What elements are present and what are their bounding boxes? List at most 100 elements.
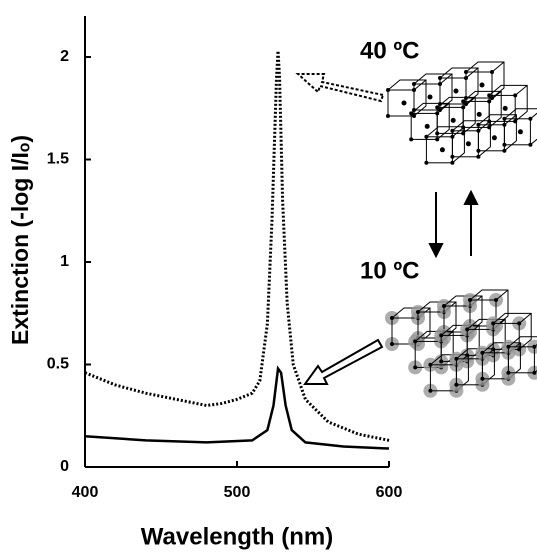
cell-depth xyxy=(478,114,517,152)
x-axis-title: Wavelength (nm) xyxy=(141,523,333,550)
x-tick-label: 600 xyxy=(376,484,403,501)
node xyxy=(465,327,470,332)
node xyxy=(532,344,537,349)
node xyxy=(461,99,466,104)
node xyxy=(502,116,507,121)
node xyxy=(386,114,390,118)
cell xyxy=(488,94,516,122)
node xyxy=(409,137,414,142)
node xyxy=(442,304,446,308)
cell-depth xyxy=(436,96,476,134)
node xyxy=(435,131,440,136)
lattice-40c xyxy=(386,61,537,165)
node xyxy=(502,148,507,153)
node xyxy=(490,70,494,74)
node xyxy=(532,370,537,375)
node xyxy=(450,128,455,133)
atom xyxy=(502,105,508,111)
cell-depth xyxy=(426,126,465,164)
atom xyxy=(479,82,485,88)
node xyxy=(424,160,429,165)
cell xyxy=(425,136,453,164)
node xyxy=(513,93,518,98)
node xyxy=(424,134,429,139)
cell xyxy=(477,124,505,152)
atom xyxy=(453,88,459,94)
cell-depth xyxy=(504,108,537,146)
node xyxy=(390,316,394,320)
cell-depth xyxy=(465,61,505,99)
node xyxy=(413,365,418,370)
node xyxy=(491,321,496,326)
y-tick-label: 1.5 xyxy=(47,151,69,168)
cell-depth xyxy=(387,79,427,117)
cell-depth xyxy=(492,312,532,350)
node xyxy=(413,339,418,344)
node xyxy=(409,111,414,116)
cell-depth xyxy=(439,67,479,105)
atom xyxy=(401,100,407,106)
cell-depth xyxy=(413,73,453,111)
node xyxy=(528,142,533,147)
node xyxy=(476,148,481,153)
node xyxy=(528,116,533,121)
series-line xyxy=(84,50,390,442)
cell-depth xyxy=(462,90,502,128)
atom xyxy=(491,135,497,141)
arrows xyxy=(295,73,479,385)
cell xyxy=(469,299,497,327)
node xyxy=(428,362,433,367)
y-tick-label: 0 xyxy=(60,458,69,475)
y-tick-label: 1 xyxy=(60,253,69,270)
x-tick-label: 400 xyxy=(72,484,99,501)
cell xyxy=(503,118,531,146)
node xyxy=(476,154,481,159)
atom xyxy=(439,147,445,153)
atom xyxy=(424,123,430,129)
atom xyxy=(427,94,433,100)
node xyxy=(506,344,511,349)
atom xyxy=(517,129,523,135)
cell-depth xyxy=(452,120,491,158)
node xyxy=(412,82,416,86)
node xyxy=(464,70,468,74)
node xyxy=(439,359,444,364)
node xyxy=(450,154,455,159)
node xyxy=(468,298,472,302)
cell-depth xyxy=(488,84,528,122)
node xyxy=(454,356,459,361)
node xyxy=(416,310,420,314)
node xyxy=(480,350,485,355)
annotation: 10 ºC xyxy=(360,257,419,284)
node xyxy=(502,142,507,147)
node xyxy=(490,96,494,100)
node xyxy=(464,102,468,106)
node xyxy=(517,321,522,326)
x-tick-label: 500 xyxy=(224,484,251,501)
node xyxy=(435,105,440,110)
node xyxy=(487,93,492,98)
atom xyxy=(450,117,456,123)
node xyxy=(438,76,442,80)
annotation: 40 ºC xyxy=(360,37,419,64)
atom xyxy=(465,141,471,147)
node xyxy=(412,114,416,118)
node xyxy=(480,376,485,381)
cell xyxy=(465,71,493,99)
node xyxy=(454,382,459,387)
cell-depth xyxy=(508,336,537,374)
node xyxy=(494,298,498,302)
y-tick-label: 0.5 xyxy=(47,356,69,373)
node xyxy=(390,342,394,346)
node xyxy=(439,333,444,338)
cell xyxy=(507,346,535,374)
node xyxy=(438,108,442,112)
node xyxy=(506,370,511,375)
series-line xyxy=(84,365,390,450)
y-axis-title: Extinction (-log I/Iₒ) xyxy=(7,135,33,345)
y-tick-label: 2 xyxy=(60,48,69,65)
node xyxy=(450,160,455,165)
atom xyxy=(476,111,482,117)
node xyxy=(435,137,440,142)
